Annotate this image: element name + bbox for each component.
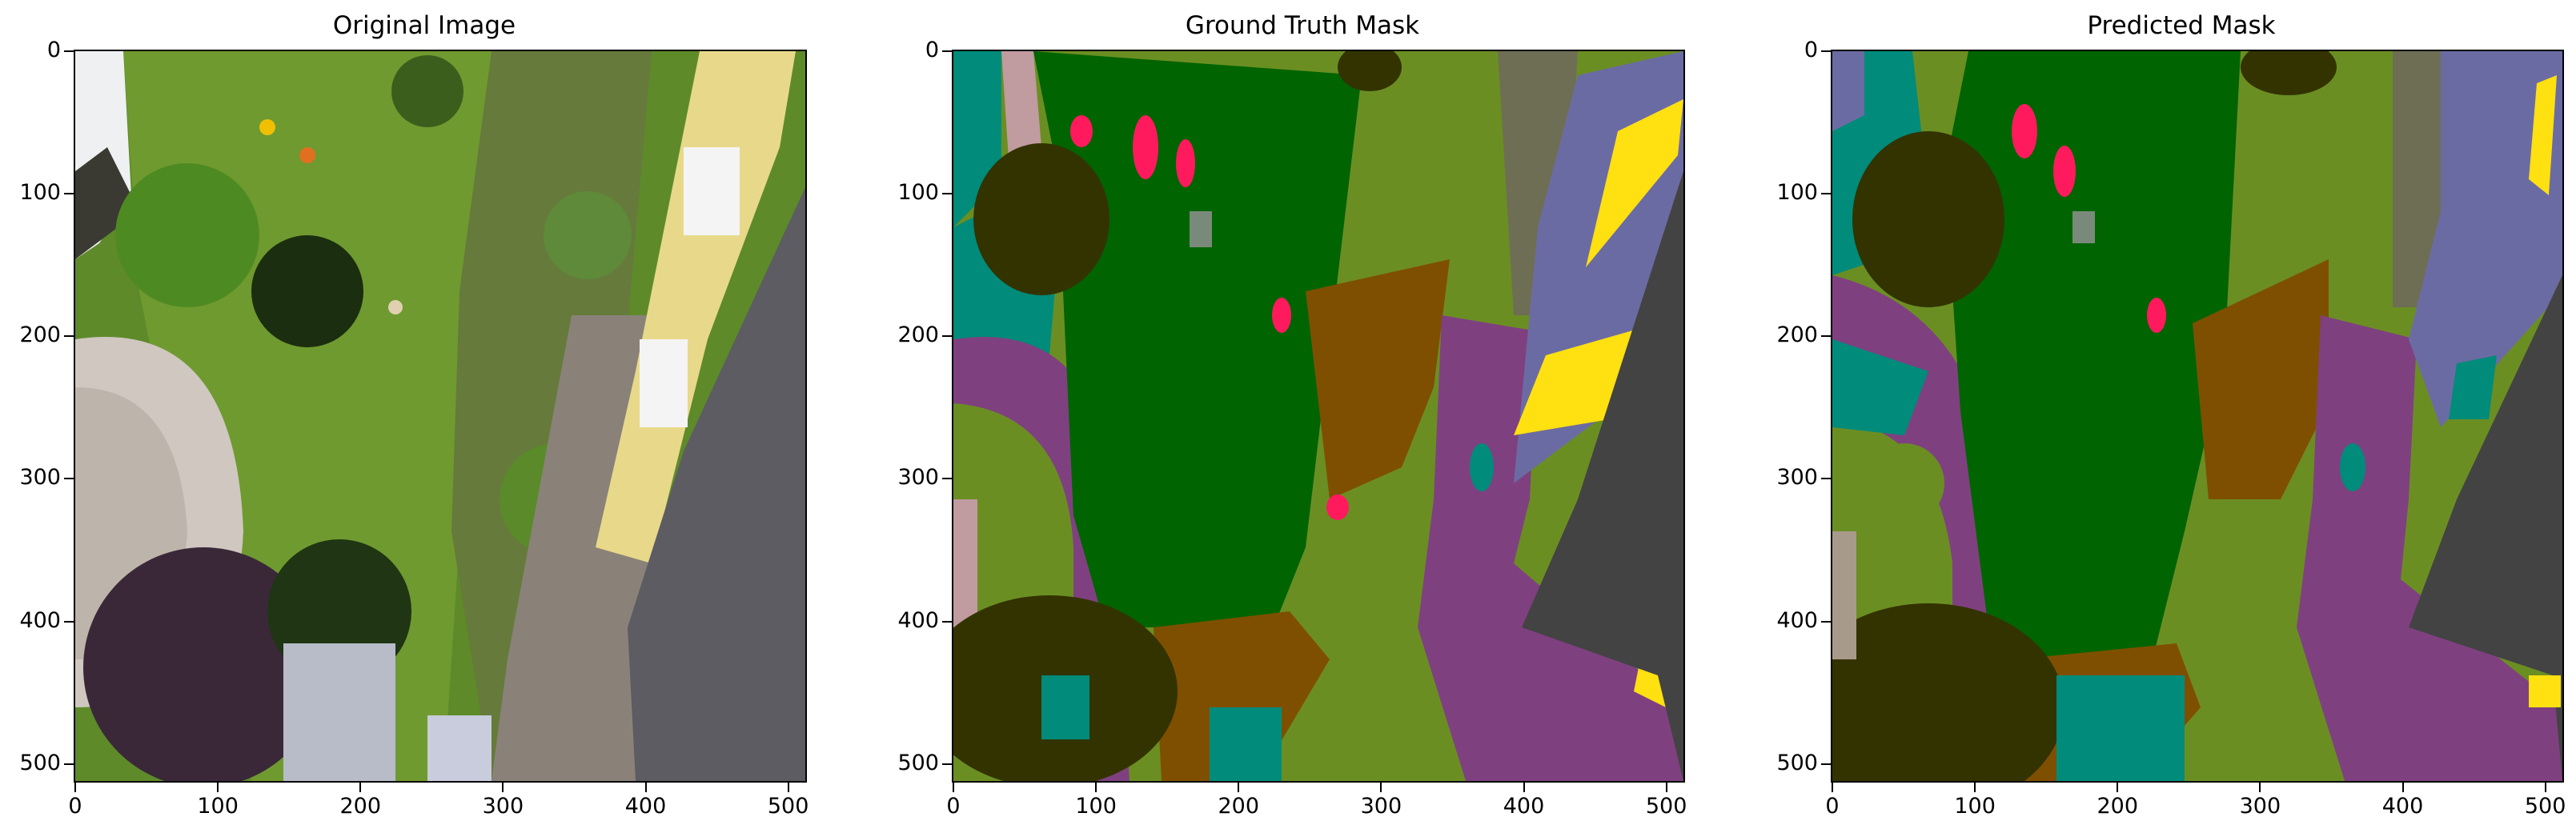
y-tick-label: 400 xyxy=(897,607,939,633)
x-tick-label: 500 xyxy=(767,794,809,819)
y-tick-label: 0 xyxy=(925,38,939,62)
x-tick-label: 200 xyxy=(2097,794,2139,819)
x-tick-label: 300 xyxy=(2239,794,2281,819)
x-tick-label: 0 xyxy=(1825,794,1840,819)
panel-title: Ground Truth Mask xyxy=(1185,11,1420,40)
x-tick-mark xyxy=(644,783,647,792)
y-tick-mark xyxy=(64,620,74,623)
y-tick-mark xyxy=(942,763,952,765)
x-tick-mark xyxy=(1238,783,1240,792)
y-tick-mark xyxy=(942,620,952,623)
y-tick-mark xyxy=(64,763,74,765)
y-tick-label: 100 xyxy=(897,180,939,206)
predicted-render xyxy=(1832,51,2562,781)
y-tick-label: 100 xyxy=(1776,180,1818,206)
x-tick-mark xyxy=(1380,783,1382,792)
y-tick-mark xyxy=(942,335,952,338)
x-tick-label: 500 xyxy=(1645,794,1687,819)
x-tick-mark xyxy=(787,783,789,792)
panel-ground-truth: Ground Truth Mask xyxy=(878,0,1727,833)
y-tick-mark xyxy=(1821,335,1831,338)
original-image xyxy=(74,50,807,783)
ground-truth-render xyxy=(953,51,1683,781)
panel-title: Original Image xyxy=(332,11,516,40)
y-tick-label: 300 xyxy=(1776,465,1818,491)
y-tick-mark xyxy=(64,478,74,480)
x-tick-label: 300 xyxy=(482,794,524,819)
x-tick-mark xyxy=(1832,783,1833,792)
y-tick-mark xyxy=(942,50,952,52)
y-tick-mark xyxy=(1821,620,1831,623)
y-tick-label: 500 xyxy=(1776,750,1818,775)
x-tick-label: 500 xyxy=(2524,794,2566,819)
y-tick-label: 500 xyxy=(897,750,939,775)
y-tick-label: 200 xyxy=(1776,322,1818,348)
original-image-render xyxy=(75,51,805,781)
y-tick-label: 400 xyxy=(19,607,61,633)
predicted-mask xyxy=(1831,50,2564,783)
y-tick-label: 0 xyxy=(46,38,61,62)
x-tick-label: 400 xyxy=(624,794,667,819)
x-tick-mark xyxy=(502,783,504,792)
y-tick-label: 100 xyxy=(19,180,61,206)
x-tick-label: 400 xyxy=(1503,794,1545,819)
x-tick-mark xyxy=(953,783,954,792)
x-tick-label: 400 xyxy=(2381,794,2424,819)
x-tick-label: 300 xyxy=(1360,794,1402,819)
y-tick-label: 300 xyxy=(897,465,939,491)
y-tick-mark xyxy=(1821,193,1831,195)
x-tick-label: 200 xyxy=(1218,794,1260,819)
x-tick-mark xyxy=(1974,783,1976,792)
x-tick-mark xyxy=(1665,783,1667,792)
x-tick-label: 100 xyxy=(1075,794,1117,819)
y-tick-mark xyxy=(64,193,74,195)
x-tick-mark xyxy=(2544,783,2546,792)
y-tick-label: 0 xyxy=(1804,38,1818,62)
y-tick-mark xyxy=(942,478,952,480)
y-tick-label: 200 xyxy=(897,322,939,348)
panel-predicted: Predicted Mask xyxy=(1757,0,2576,833)
y-tick-mark xyxy=(64,335,74,338)
y-tick-label: 300 xyxy=(19,465,61,491)
y-tick-label: 500 xyxy=(19,750,61,775)
panel-original: Original Image xyxy=(0,0,849,833)
x-tick-label: 100 xyxy=(197,794,239,819)
y-tick-mark xyxy=(64,50,74,52)
ground-truth-mask xyxy=(952,50,1685,783)
x-tick-mark xyxy=(74,783,76,792)
y-tick-label: 200 xyxy=(19,322,61,348)
x-tick-mark xyxy=(359,783,362,792)
x-tick-mark xyxy=(217,783,219,792)
x-tick-mark xyxy=(1095,783,1097,792)
x-tick-label: 0 xyxy=(68,794,82,819)
y-tick-mark xyxy=(1821,478,1831,480)
y-tick-mark xyxy=(1821,763,1831,765)
x-tick-label: 0 xyxy=(946,794,961,819)
x-tick-mark xyxy=(1523,783,1525,792)
y-tick-mark xyxy=(942,193,952,195)
panel-title: Predicted Mask xyxy=(2087,11,2276,40)
y-tick-label: 400 xyxy=(1776,607,1818,633)
x-tick-mark xyxy=(2117,783,2119,792)
x-tick-mark xyxy=(2259,783,2261,792)
x-tick-mark xyxy=(2401,783,2404,792)
x-tick-label: 200 xyxy=(339,794,382,819)
y-tick-mark xyxy=(1821,50,1831,52)
x-tick-label: 100 xyxy=(1954,794,1996,819)
